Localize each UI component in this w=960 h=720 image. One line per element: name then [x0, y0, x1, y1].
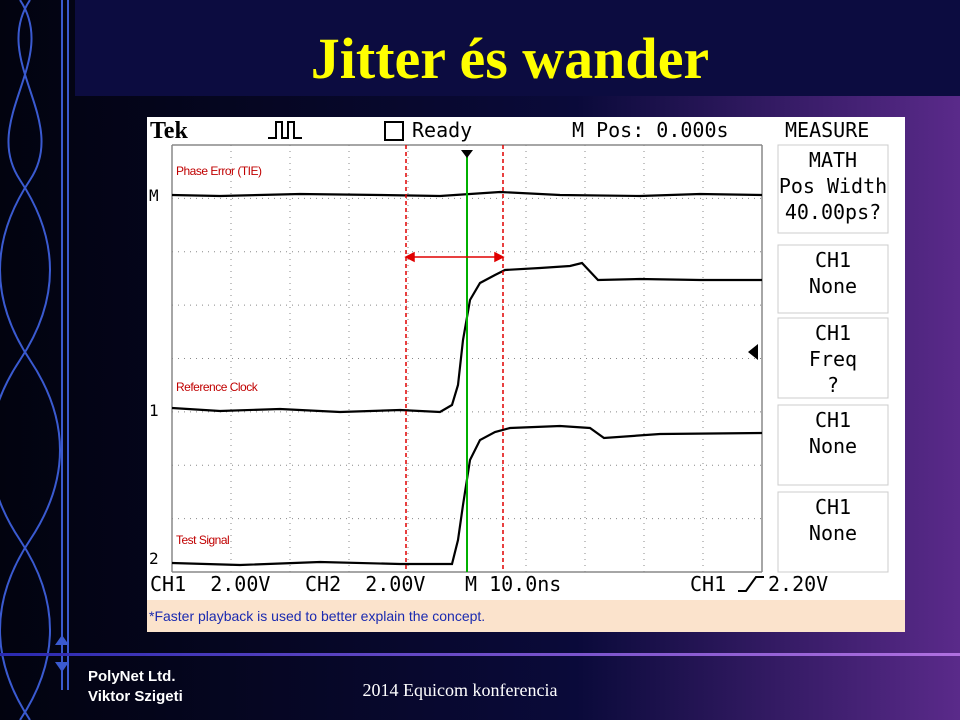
marker: M [149, 186, 159, 205]
title-bar [75, 0, 960, 96]
menu-text: CH1 [815, 408, 851, 432]
menu-text: None [809, 434, 857, 458]
position: M Pos: 0.000s [572, 118, 729, 142]
slope-icon [738, 576, 764, 592]
brand: Tek [150, 118, 188, 144]
trace-label: Test Signal [176, 533, 229, 547]
bottom-readout: CH2 2.00V [305, 572, 425, 596]
trigger-marker [461, 150, 473, 158]
bottom-readout: CH1 2.00V [150, 572, 270, 596]
menu-text: None [809, 521, 857, 545]
menu-pointer [748, 344, 758, 360]
menu-box [777, 404, 889, 486]
footer-company: PolyNet Ltd. [88, 668, 176, 685]
run-icon [384, 121, 404, 141]
trace-label: Reference Clock [176, 380, 259, 394]
trigger-icon [268, 121, 302, 139]
waveforms [171, 190, 763, 567]
footer-author: Viktor Szigeti [88, 688, 183, 705]
footer-line [0, 653, 960, 656]
bottom-readout: M 10.0ns [465, 572, 561, 596]
bottom-readout: CH1 [690, 572, 726, 596]
note-strip [147, 600, 905, 632]
menu-box [777, 244, 889, 314]
cursors [405, 145, 504, 572]
status: Ready [412, 118, 472, 142]
width-arrow [404, 251, 505, 263]
menu-text: MATH [809, 148, 857, 172]
menu-box [777, 144, 889, 234]
menu-text: 40.00ps? [785, 200, 881, 224]
menu-text: CH1 [815, 495, 851, 519]
menu-text: CH1 [815, 248, 851, 272]
trace-label: Phase Error (TIE) [176, 164, 262, 178]
marker: 1 [149, 401, 159, 420]
menu-text: None [809, 274, 857, 298]
menu-box [777, 491, 889, 573]
footer-arrows [55, 635, 69, 672]
footer-event: 2014 Equicom konferencia [363, 680, 558, 700]
menu-box [777, 317, 889, 399]
bottom-readout: 2.20V [768, 572, 828, 596]
decor-waves [0, 0, 69, 720]
marker: 2 [149, 549, 159, 568]
menu-title: MEASURE [785, 118, 869, 142]
menu-text: ? [827, 373, 839, 397]
menu-text: CH1 [815, 321, 851, 345]
menu-text: Pos Width [779, 174, 887, 198]
slide-title: Jitter és wander [311, 26, 709, 91]
note: *Faster playback is used to better expla… [149, 608, 485, 624]
menu-text: Freq [809, 347, 857, 371]
